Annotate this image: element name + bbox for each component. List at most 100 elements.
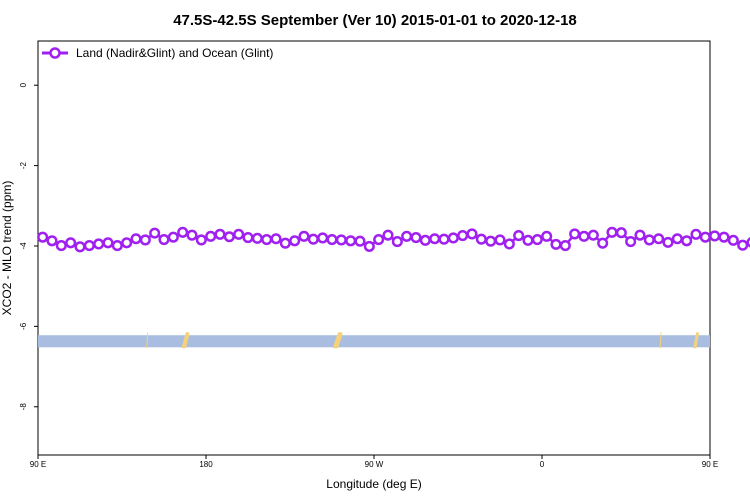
data-point [261,234,273,246]
plot-area [37,40,750,456]
data-point [195,234,207,246]
data-point [74,241,86,253]
data-point [746,237,750,248]
ocean-band [38,335,710,348]
data-point [149,227,161,239]
x-axis-label: Longitude (deg E) [326,477,421,491]
data-point [298,230,310,242]
data-point [429,233,441,245]
data-point [289,235,301,247]
data-point [550,238,562,250]
data-point [111,240,123,252]
data-point [93,238,105,250]
data-point [335,234,347,246]
data-point [475,233,487,245]
data-point [186,229,198,241]
data-point [503,238,515,250]
data-point [438,233,450,245]
land-patch [693,332,699,349]
x-tick-label: 90 E [30,460,46,469]
data-point [513,229,525,242]
legend-marker-swatch [49,47,61,59]
data-point [270,233,282,245]
data-point [102,237,114,249]
land-patch [659,332,662,349]
y-tick-label: -4 [19,242,28,250]
data-point [643,234,655,246]
y-tick-label: 0 [19,82,28,87]
data-point [326,234,338,246]
data-point [83,240,95,252]
data-point [214,228,226,240]
data-point [55,240,67,252]
data-point [130,233,142,245]
y-tick-label: -8 [19,403,28,411]
land-patch [181,332,190,349]
data-point [410,232,422,244]
data-point [65,237,77,249]
x-tick-label: 180 [199,460,213,469]
data-point [139,234,151,246]
data-point [569,228,581,240]
data-point [121,237,133,249]
data-point [46,235,58,247]
data-point [522,234,534,246]
data-point [158,234,170,246]
data-point [177,226,189,238]
data-point [597,237,609,249]
data-point [223,231,235,243]
data-point [578,230,590,242]
data-point [615,227,627,239]
data-point [531,234,543,246]
surface-strip [38,332,710,349]
data-point [391,236,403,248]
land-patch [332,332,343,349]
y-tick-label: -2 [19,162,28,170]
data-point [251,232,263,244]
data-point [606,226,618,238]
data-point [373,234,385,246]
x-tick-label: 90 W [365,460,384,469]
data-point [242,232,254,244]
data-point [634,229,646,241]
data-point [625,236,637,248]
data-point [690,228,702,240]
data-point [279,237,291,249]
data-point [401,230,413,242]
data-point [681,235,693,247]
data-point [718,231,730,243]
data-point [447,232,459,244]
data-point [466,228,478,240]
x-tick-label: 90 E [702,460,718,469]
data-point [709,230,721,242]
data-point [37,231,49,243]
data-point [167,231,179,243]
x-axis: 90 E 180 90 W 0 90 E [30,455,718,469]
data-point [699,231,711,243]
data-point [205,230,217,242]
series-points [37,226,750,253]
y-axis: 0 -2 -4 -6 -8 [19,82,38,410]
x-tick-label: 0 [540,460,545,469]
data-point [345,235,357,247]
data-point [587,229,599,241]
data-point [382,229,394,241]
land-patch [146,332,149,349]
data-point [671,233,683,245]
data-point [485,235,497,247]
legend: Land (Nadir&Glint) and Ocean (Glint) [42,46,273,60]
y-axis-label: XCO2 - MLO trend (ppm) [0,181,14,316]
data-point [727,234,739,246]
data-point [559,240,571,252]
data-point [457,229,469,242]
data-point [494,234,506,246]
data-point [233,228,245,240]
chart-title: 47.5S-42.5S September (Ver 10) 2015-01-0… [173,12,577,29]
data-point [307,233,319,245]
data-point [419,234,431,246]
data-point [354,235,366,247]
data-point [317,232,329,244]
data-point [737,239,749,251]
legend-entry-label: Land (Nadir&Glint) and Ocean (Glint) [76,46,273,60]
